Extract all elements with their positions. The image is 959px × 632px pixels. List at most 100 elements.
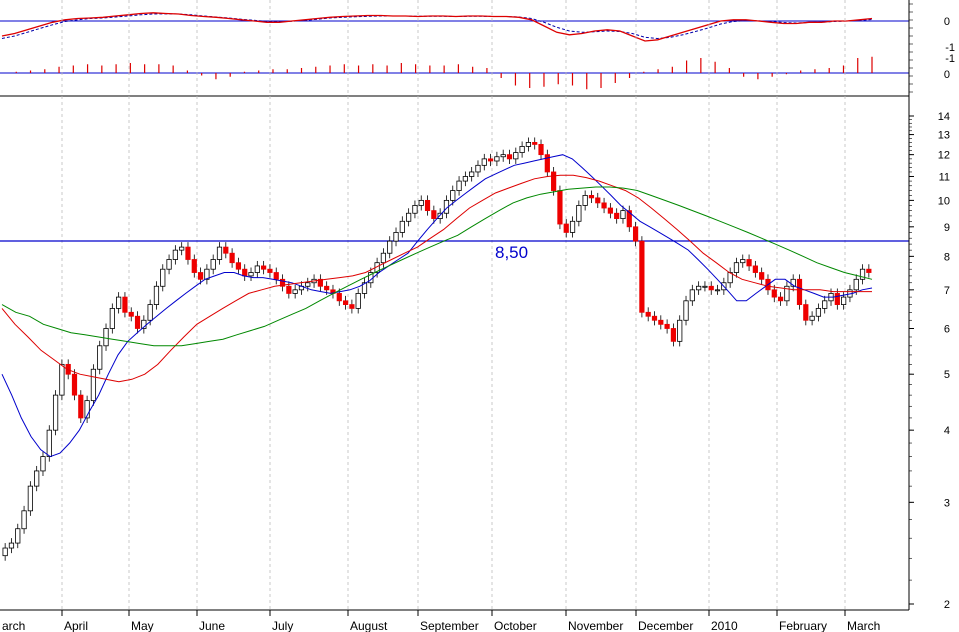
candle-up <box>418 199 424 206</box>
candle-up <box>809 315 815 321</box>
candle-up <box>204 268 210 280</box>
month-label: December <box>638 619 693 632</box>
y-tick-label: 11 <box>939 171 950 183</box>
candle-up <box>179 246 185 251</box>
y-tick-label: 5 <box>944 369 950 381</box>
candle-down <box>431 210 437 219</box>
candle-up <box>437 212 443 219</box>
candle-down <box>273 272 279 280</box>
candle-up <box>21 510 27 530</box>
y-tick-label: 7 <box>944 285 950 297</box>
candle-up <box>790 278 796 287</box>
candle-up <box>702 285 708 288</box>
candle-down <box>746 259 752 267</box>
y-tick-label: 12 <box>938 150 950 162</box>
candle-down <box>595 197 601 204</box>
candle-down <box>242 268 248 277</box>
candle-up <box>97 345 103 370</box>
candle-down <box>866 268 872 273</box>
time-axis: arch April May June July August September Octob… <box>2 610 880 632</box>
candle-down <box>651 315 658 321</box>
candle-up <box>689 289 695 302</box>
candle-down <box>708 285 714 291</box>
candle-down <box>267 268 273 273</box>
macd-signal-line <box>1 13 873 40</box>
candle-down <box>286 285 292 294</box>
candle-down <box>664 323 670 329</box>
candle-down <box>122 296 128 313</box>
histogram-tick-0: 0 <box>944 69 950 81</box>
y-tick-label: 13 <box>938 130 950 142</box>
candle-up <box>387 240 393 254</box>
candle-up <box>147 304 153 321</box>
macd-tick-0: 0 <box>944 16 950 28</box>
month-label: May <box>131 619 154 632</box>
macd-tick-1: -1 <box>945 42 955 54</box>
macd-panel: 0 -1 -1 0 <box>0 0 955 97</box>
candle-down <box>551 171 557 191</box>
month-label: April <box>64 619 88 632</box>
candle-down <box>538 144 544 156</box>
candle-down <box>424 199 431 212</box>
candle-up <box>462 176 468 182</box>
candle-up <box>8 542 15 549</box>
candle-down <box>261 265 267 270</box>
candle-up <box>677 319 683 342</box>
candle-up <box>815 308 822 317</box>
candle-up <box>361 282 368 294</box>
candle-down <box>532 142 538 145</box>
candle-down <box>771 289 777 298</box>
candle-down <box>134 315 141 329</box>
candle-down <box>349 304 355 309</box>
candle-up <box>172 249 178 260</box>
candle-up <box>46 429 52 457</box>
month-label: October <box>494 619 537 632</box>
candle-up <box>582 195 588 206</box>
candle-down <box>632 226 639 242</box>
macd-tick-2: -1 <box>945 53 955 65</box>
candle-down <box>229 252 235 264</box>
candle-up <box>160 268 166 287</box>
candle-down <box>803 304 809 321</box>
candle-up <box>475 164 481 173</box>
y-tick-label: 2 <box>944 599 950 611</box>
macd-gridlines <box>909 3 913 93</box>
y-tick-label: 14 <box>938 111 950 123</box>
candle-up <box>494 156 500 162</box>
price-axis: 2 3 4 5 6 7 8 9 10 11 12 13 14 <box>909 111 950 611</box>
candle-down <box>588 195 595 199</box>
candle-up <box>90 368 97 402</box>
candle-up <box>412 205 418 214</box>
candle-up <box>853 278 859 291</box>
price-panel: 8,50 <box>0 0 909 610</box>
candle-up <box>469 171 475 177</box>
candle-up <box>355 293 361 309</box>
candle-down <box>336 293 342 302</box>
candle-down <box>777 296 784 302</box>
candle-down <box>324 285 330 291</box>
month-label: February <box>779 619 827 632</box>
candle-down <box>639 240 645 313</box>
candle-up <box>141 319 147 329</box>
candle-down <box>626 210 632 228</box>
candle-down <box>796 278 803 305</box>
candle-up <box>620 210 626 219</box>
candle-up <box>740 259 746 264</box>
candle-up <box>500 154 506 158</box>
candle-up <box>841 296 847 305</box>
candle-down <box>197 272 204 280</box>
candle-up <box>40 456 46 472</box>
candle-down <box>563 223 569 233</box>
reference-line-label: 8,50 <box>495 243 528 262</box>
candle-up <box>683 300 689 321</box>
candle-up <box>153 285 160 305</box>
month-label: August <box>350 619 388 632</box>
candle-up <box>15 528 21 544</box>
candle-down <box>752 265 758 273</box>
moving-average-red <box>1 174 872 383</box>
candle-up <box>481 158 487 166</box>
candle-down <box>834 293 840 305</box>
candle-down <box>645 311 651 317</box>
candle-up <box>859 268 866 280</box>
candle-up <box>103 328 109 347</box>
